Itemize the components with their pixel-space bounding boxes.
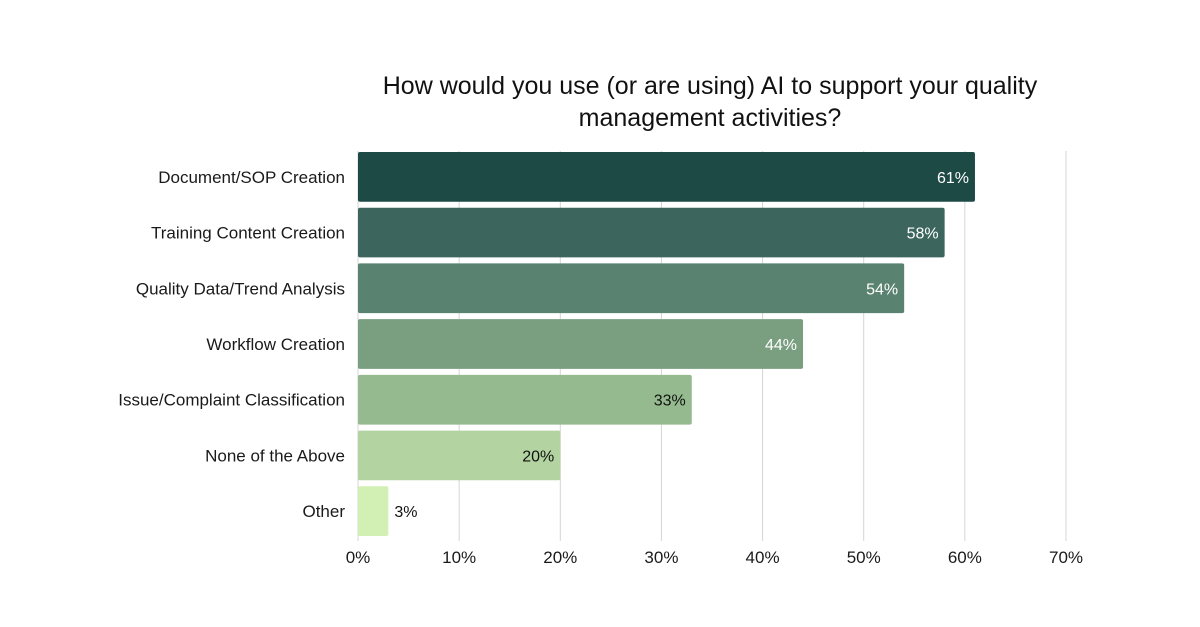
- category-label: Training Content Creation: [151, 224, 345, 243]
- data-labels: 61% 58% 54% 44% 33% 20% 3%: [394, 170, 969, 521]
- bar: [358, 374, 692, 425]
- x-tick-label: 50%: [847, 548, 881, 567]
- chart-title: How would you use (or are using) AI to s…: [382, 72, 1038, 132]
- data-label: 61%: [937, 170, 969, 187]
- x-tick-label: 70%: [1049, 548, 1083, 567]
- x-axis-ticks: 0% 10% 20% 30% 40% 50% 60% 70%: [346, 548, 1083, 567]
- category-label: Workflow Creation: [206, 335, 345, 354]
- category-labels: Document/SOP Creation Training Content Cr…: [118, 168, 345, 521]
- bar: [358, 263, 905, 314]
- data-label: 58%: [907, 226, 939, 243]
- x-tick-label: 60%: [948, 548, 982, 567]
- x-tick-label: 40%: [746, 548, 780, 567]
- x-tick-label: 10%: [442, 548, 476, 567]
- data-label: 20%: [522, 448, 554, 465]
- data-label: 33%: [654, 393, 686, 410]
- data-label: 3%: [394, 504, 417, 521]
- data-label: 44%: [765, 337, 797, 354]
- bar: [358, 486, 389, 536]
- x-tick-label: 30%: [644, 548, 678, 567]
- bar: [358, 207, 945, 258]
- bar: [358, 430, 561, 481]
- category-label: Document/SOP Creation: [158, 168, 345, 187]
- x-tick-label: 20%: [543, 548, 577, 567]
- category-label: Issue/Complaint Classification: [118, 391, 345, 410]
- category-label: Quality Data/Trend Analysis: [136, 279, 345, 298]
- x-tick-label: 0%: [346, 548, 371, 567]
- bars: [358, 152, 975, 536]
- data-label: 54%: [866, 281, 898, 298]
- bar: [358, 319, 804, 369]
- category-label: Other: [302, 502, 345, 521]
- bar: [358, 152, 975, 202]
- category-label: None of the Above: [205, 446, 345, 465]
